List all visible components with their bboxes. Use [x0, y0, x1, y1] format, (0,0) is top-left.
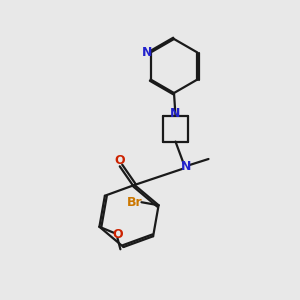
Text: Br: Br [127, 196, 142, 209]
Text: O: O [114, 154, 125, 166]
Text: O: O [112, 228, 123, 241]
Text: N: N [181, 160, 191, 173]
Text: N: N [170, 107, 181, 120]
Text: N: N [142, 46, 152, 59]
